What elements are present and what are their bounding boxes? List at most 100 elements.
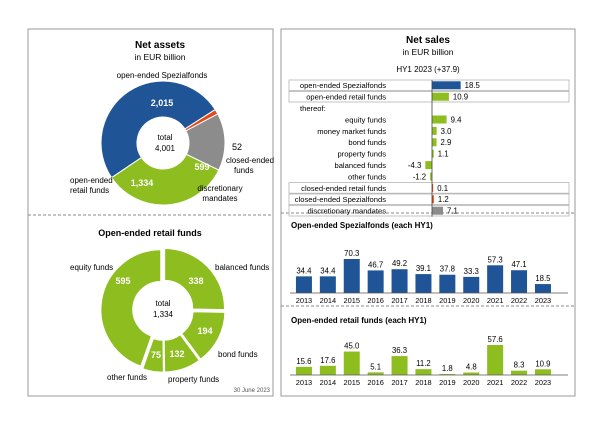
bar-2019: [439, 274, 456, 293]
net-sales-value: 10.9: [453, 93, 468, 102]
bar-2015: [343, 351, 360, 375]
net-sales-bar: [432, 92, 449, 101]
net-sales-bar: [430, 172, 432, 181]
net-sales-value: 0.1: [437, 184, 448, 193]
net-sales-period: HY1 2023 (+37.9): [396, 65, 460, 74]
net-sales-label: other funds: [348, 172, 386, 181]
bar-value-2020: 4.8: [466, 363, 477, 372]
net-sales-row-open-ended-spezialfonds: open-ended Spezialfonds 18.5: [288, 79, 570, 92]
tick-label-2022: 2022: [511, 296, 527, 305]
net-sales-bar: [432, 138, 437, 147]
net-sales-value: 2.9: [440, 138, 451, 147]
net-sales-subtitle: in EUR billion: [402, 47, 453, 57]
na-label-retail: open-ended retail funds: [70, 176, 113, 195]
na-label-closed-ended: closed-ended funds: [226, 156, 274, 175]
spezialfonds-hy1-chart: Open-ended Spezialfonds (each HY1) 34.4 2…: [290, 221, 568, 305]
net-sales-row-closed-ended-retail-funds: closed-ended retail funds 0.1: [288, 182, 570, 194]
tick-label-2019: 2019: [439, 378, 455, 387]
net-sales-row-equity-funds: equity funds 9.4: [345, 115, 462, 124]
bar-2013: [295, 276, 312, 293]
bar-2023: [534, 369, 551, 375]
date-footnote: 30 June 2023: [234, 388, 271, 394]
net-assets-subtitle: in EUR billion: [134, 52, 185, 62]
slice-balanced-funds: [163, 247, 226, 311]
bar-2017: [391, 356, 408, 375]
retail-center-value: 1,334: [153, 310, 174, 319]
bar-2021: [487, 345, 504, 375]
tick-label-2020: 2020: [463, 378, 479, 387]
tick-label-2013: 2013: [296, 378, 312, 387]
slice-open-ended-retail-funds: [110, 153, 220, 206]
bar-value-2020: 33.3: [464, 267, 479, 276]
bar-value-2021: 57.6: [488, 335, 503, 344]
tick-label-2018: 2018: [415, 378, 431, 387]
bar-value-2014: 17.6: [320, 356, 335, 365]
tick-label-2016: 2016: [367, 378, 383, 387]
spezialfonds-hy1-title: Open-ended Spezialfonds (each HY1): [291, 221, 433, 230]
net-sales-row-frame: [288, 204, 570, 217]
net-sales-label: balanced funds: [334, 161, 386, 170]
tick-label-2021: 2021: [487, 296, 503, 305]
bar-value-2018: 11.2: [416, 359, 431, 368]
net-sales-label: open-ended retail funds: [306, 93, 386, 102]
bar-value-2013: 15.6: [296, 357, 311, 366]
rf-label-other: other funds: [107, 373, 147, 382]
rf-value-equity: 595: [115, 276, 130, 286]
net-assets-center-value: 4,001: [155, 144, 176, 153]
bar-2019: [439, 374, 456, 375]
bar-2014: [319, 365, 336, 375]
bar-2020: [463, 276, 480, 293]
retail-funds-title: Open-ended retail funds: [98, 228, 202, 238]
rf-label-equity: equity funds: [70, 263, 113, 272]
bar-value-2019: 37.8: [440, 265, 455, 274]
bar-value-2022: 47.1: [511, 260, 526, 269]
tick-label-2023: 2023: [535, 378, 551, 387]
bar-value-2022: 8.3: [514, 361, 525, 370]
tick-label-2016: 2016: [367, 296, 383, 305]
rf-value-bond: 194: [197, 326, 212, 336]
net-sales-bar: [432, 195, 434, 204]
net-sales-value: -4.3: [408, 161, 421, 170]
net-sales-row-closed-ended-spezialfonds: closed-ended Spezialfonds 1.2: [288, 193, 570, 206]
net-sales-value: 1.2: [438, 195, 449, 204]
retail-hy1-bars: 15.6 2013 17.6 2014 45.0 2015 5.1 2016 36.3 2017 1…: [290, 335, 568, 387]
slice-property-funds: [163, 333, 201, 373]
net-sales-label: closed-ended retail funds: [301, 184, 386, 193]
bar-2022: [511, 270, 528, 293]
rf-label-bond: bond funds: [218, 350, 258, 359]
na-value-spezialfonds: 2,015: [151, 98, 174, 108]
na-value-closed-ended: 52: [232, 142, 242, 152]
net-sales-chart: Net sales in EUR billion HY1 2023 (+37.9…: [288, 35, 570, 217]
bar-value-2014: 34.4: [320, 266, 336, 275]
bar-value-2017: 49.2: [392, 259, 407, 268]
net-sales-label: equity funds: [345, 115, 386, 124]
tick-label-2023: 2023: [535, 296, 551, 305]
bar-value-2023: 18.5: [535, 274, 551, 283]
bar-value-2015: 70.3: [344, 249, 359, 258]
tick-label-2020: 2020: [463, 296, 479, 305]
tick-label-2017: 2017: [391, 296, 407, 305]
retail-funds-slices: [100, 247, 226, 373]
left-panel-frame: [27, 28, 274, 397]
bar-2016: [367, 372, 384, 375]
bar-value-2018: 39.1: [416, 264, 431, 273]
bar-2014: [319, 276, 336, 293]
retail-hy1-chart: Open-ended retail funds (each HY1) 15.6 2…: [290, 316, 568, 387]
net-sales-label: money market funds: [317, 127, 386, 136]
na-value-discretionary: 599: [194, 162, 209, 172]
net-sales-row-thereof: thereof:: [300, 104, 326, 113]
net-sales-value: -1.2: [413, 172, 426, 181]
rf-label-balanced: balanced funds: [215, 263, 269, 272]
tick-label-2017: 2017: [391, 378, 407, 387]
net-sales-row-discretionary-mandates: discretionary mandates 7.1: [288, 204, 570, 217]
bar-2022: [511, 370, 528, 375]
bar-2018: [415, 274, 432, 293]
tick-label-2015: 2015: [344, 378, 360, 387]
net-sales-label: closed-ended Spezialfonds: [295, 195, 386, 204]
tick-label-2018: 2018: [415, 296, 431, 305]
net-sales-row-frame: [288, 91, 570, 103]
net-sales-label: bond funds: [348, 138, 386, 147]
net-sales-row-balanced-funds: balanced funds -4.3: [334, 161, 432, 170]
net-assets-title: Net assets: [135, 40, 185, 51]
